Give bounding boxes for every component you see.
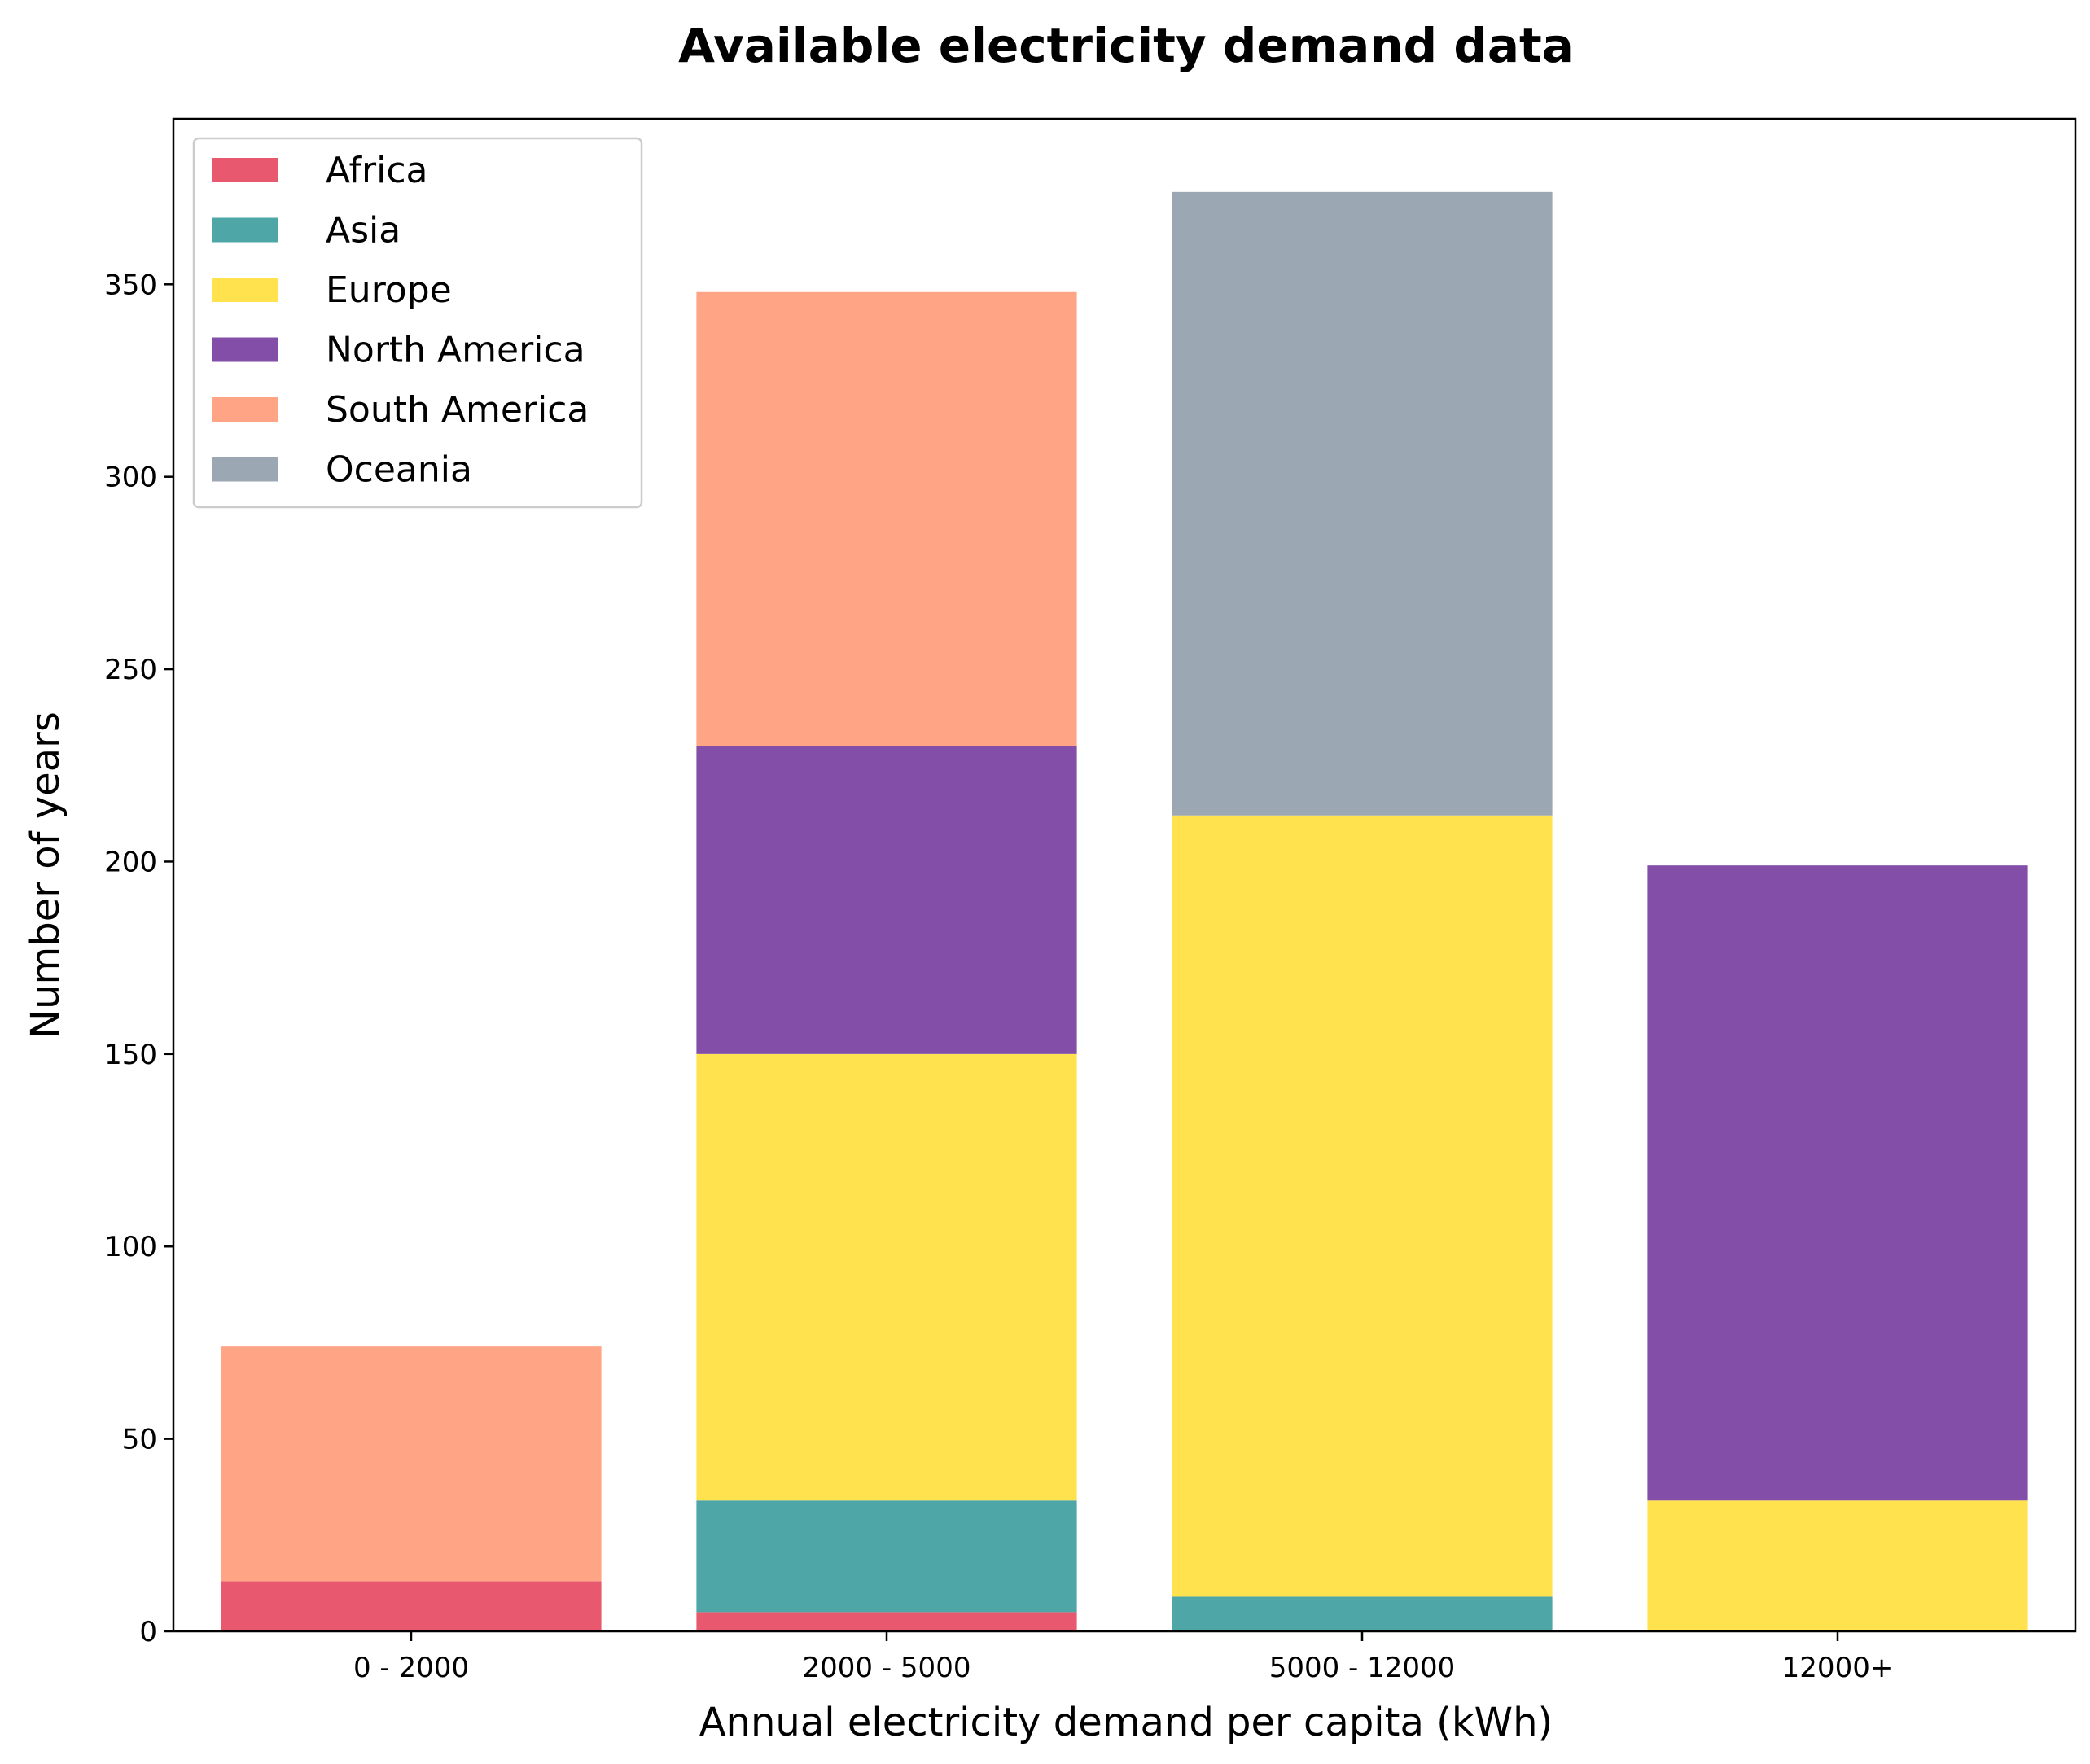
legend-swatch-north-america	[212, 337, 278, 362]
y-axis: 0 50 100 150 200 250 300 350	[104, 269, 173, 1648]
bar-africa-2000-5000	[696, 1612, 1077, 1631]
bar-asia-2000-5000	[696, 1500, 1077, 1613]
y-tick-label: 150	[104, 1039, 157, 1071]
bar-oceania-5000-12000	[1172, 191, 1553, 816]
chart-title: Available electricity demand data	[678, 18, 1574, 73]
y-tick-label: 200	[104, 846, 157, 878]
y-axis-label: Number of years	[23, 711, 68, 1039]
legend-swatch-asia	[212, 217, 278, 243]
bar-europe-12000	[1647, 1500, 2028, 1631]
bar-south-america-0-2000	[221, 1346, 602, 1582]
y-tick-label: 300	[104, 462, 157, 494]
y-tick-label: 350	[104, 269, 157, 301]
plot-frame	[172, 117, 2077, 1633]
x-tick-label: 5000 - 12000	[1269, 1652, 1456, 1684]
legend-label-europe: Europe	[326, 269, 452, 311]
legend: Africa Asia Europe North America South Ameri…	[192, 137, 643, 509]
bar-europe-2000-5000	[696, 1053, 1077, 1501]
legend-label-asia: Asia	[326, 210, 401, 252]
legend-swatch-south-america	[212, 397, 278, 422]
bar-south-america-2000-5000	[696, 291, 1077, 746]
legend-swatch-oceania	[212, 457, 278, 482]
x-tick-label: 0 - 2000	[353, 1652, 469, 1684]
y-tick-label: 250	[104, 654, 157, 686]
x-tick-label: 2000 - 5000	[803, 1652, 971, 1684]
legend-label-north-america: North America	[326, 330, 585, 371]
x-axis: 0 - 2000 2000 - 5000 5000 - 12000 12000+	[353, 1631, 1893, 1684]
legend-label-south-america: South America	[326, 389, 589, 431]
y-tick-label: 100	[104, 1231, 157, 1263]
bar-north-america-2000-5000	[696, 746, 1077, 1054]
bar-north-america-12000	[1647, 865, 2028, 1501]
x-axis-label: Annual electricity demand per capita (kW…	[699, 1700, 1553, 1745]
y-tick-label: 50	[122, 1424, 157, 1456]
x-tick-label: 12000+	[1782, 1652, 1894, 1684]
bar-europe-5000-12000	[1172, 815, 1553, 1597]
legend-label-africa: Africa	[326, 150, 428, 191]
legend-box	[192, 137, 643, 509]
bars-layer	[221, 191, 2028, 1631]
legend-swatch-europe	[212, 278, 278, 302]
y-tick-label: 0	[139, 1616, 157, 1648]
bar-africa-0-2000	[221, 1581, 602, 1631]
legend-swatch-africa	[212, 158, 278, 182]
legend-label-oceania: Oceania	[326, 449, 472, 491]
bar-asia-5000-12000	[1172, 1596, 1553, 1631]
